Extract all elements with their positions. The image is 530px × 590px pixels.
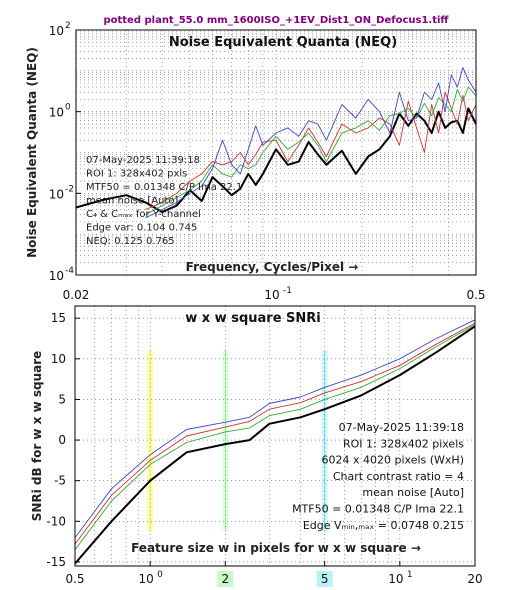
x-tick-label: 10	[139, 572, 154, 586]
x-tick-label: 0.5	[466, 288, 485, 302]
annotation-line: mean noise [Auto]	[362, 486, 464, 499]
x-tick-label: 10	[264, 288, 279, 302]
neq-annotation-block: 07-May-2025 11:39:18 ROI 1: 328x402 pxls M…	[86, 155, 242, 247]
series-line-1	[145, 91, 477, 211]
y-tick-label: 10	[51, 352, 66, 366]
y-tick-label: 0	[58, 433, 66, 447]
series-line-0	[74, 325, 476, 565]
y-tick-exponent: -2	[65, 184, 74, 194]
x-tick-highlight	[316, 571, 333, 587]
neq-chart-title: Noise Equivalent Quanta (NEQ)	[169, 35, 397, 50]
annotation-line: 07-May-2025 11:39:18	[339, 421, 464, 434]
annotation-line: MTF50 = 0.01348 C/P Ima 22.1	[292, 503, 464, 516]
x-tick-label: 2	[222, 572, 230, 586]
annotation-line: Chart contrast ratio = 4	[333, 470, 464, 483]
annotation-line: Edge Vₘᵢₙ,ₘₐₓ = 0.0748 0.215	[303, 519, 464, 532]
snri-y-axis-label: SNRi dB for w x w square	[30, 351, 44, 522]
y-tick-label: -15	[46, 555, 66, 569]
series-line-2	[74, 322, 476, 545]
figure-title: potted plant_55.0 mm_1600ISO_+1EV_Dist1_…	[103, 15, 449, 26]
x-tick-exponent: 0	[157, 570, 163, 580]
neq-x-axis-label: Frequency, Cycles/Pixel →	[186, 260, 359, 274]
neq-y-axis-label: Noise Equivalent Quanta (NEQ)	[25, 47, 39, 258]
x-tick-label: 5	[321, 572, 329, 586]
y-tick-exponent: 2	[65, 21, 71, 31]
annotation-line: Edge var: 0.104 0.745	[86, 223, 197, 234]
series-line-3	[74, 319, 476, 538]
y-tick-label: 10	[49, 106, 64, 120]
annotation-line: NEQ: 0.125 0.765	[86, 236, 175, 247]
x-tick-exponent: -1	[283, 286, 292, 296]
annotation-line: 07-May-2025 11:39:18	[86, 155, 200, 166]
x-tick-label: 0.5	[65, 572, 84, 586]
y-tick-label: 5	[58, 392, 66, 406]
x-tick-label: 0.02	[63, 288, 90, 302]
annotation-line: 6024 x 4020 pixels (WxH)	[322, 454, 465, 467]
y-tick-exponent: 0	[65, 103, 71, 113]
y-tick-label: -5	[54, 474, 66, 488]
y-tick-label: -10	[46, 514, 66, 528]
annotation-line: MTF50 = 0.01348 C/P Ima 22.1	[86, 182, 242, 193]
snri-plot-frame	[74, 305, 476, 567]
annotation-line: ROI 1: 328x402 pxls	[86, 169, 187, 180]
snri-chart-title: w x w square SNRi	[185, 311, 321, 326]
series-line-3	[145, 67, 477, 219]
snri-annotation-block: 07-May-2025 11:39:18 ROI 1: 328x402 pixel…	[292, 421, 464, 532]
series-line-2	[145, 86, 477, 216]
y-tick-exponent: -4	[65, 266, 74, 276]
annotation-line: mean noise [Auto]	[86, 196, 178, 207]
y-tick-label: 10	[49, 187, 64, 201]
snri-x-axis-label: Feature size w in pixels for w x w squar…	[131, 541, 421, 555]
x-tick-exponent: 1	[407, 570, 413, 580]
y-tick-label: 10	[49, 24, 64, 38]
x-tick-highlight	[217, 571, 234, 587]
annotation-line: ROI 1: 328x402 pixels	[343, 437, 464, 450]
x-tick-label: 10	[388, 572, 403, 586]
y-tick-label: 15	[51, 311, 66, 325]
x-tick-label: 20	[467, 572, 482, 586]
y-tick-label: 10	[49, 269, 64, 283]
series-line-1	[74, 324, 476, 551]
annotation-line: C₄ & Cₘₐₓ for Y-channel	[86, 209, 201, 220]
